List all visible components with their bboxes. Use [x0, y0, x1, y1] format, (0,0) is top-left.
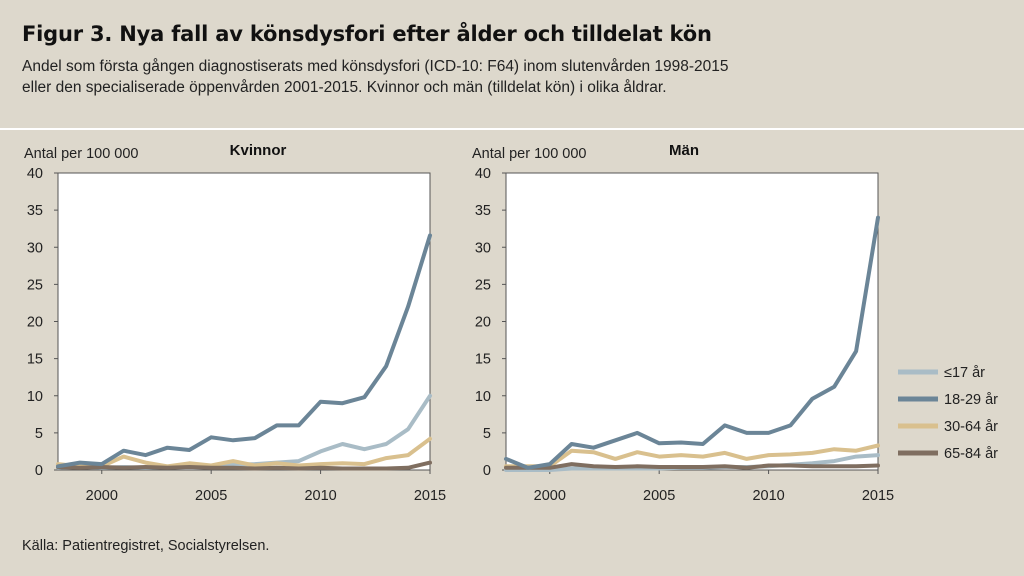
panel-1-y-tick-label: 40	[27, 166, 43, 182]
panel-2-y-tick-label: 25	[475, 277, 491, 293]
panel-1-y-tick-label: 15	[27, 352, 43, 368]
subtitle-line-2: eller den specialiserade öppenvården 200…	[22, 79, 667, 96]
panel-1-x-tick-label: 2000	[86, 488, 118, 504]
panel-1-y-tick-label: 25	[27, 277, 43, 293]
panel-2-y-tick-label: 15	[475, 352, 491, 368]
panel-1-y-tick-label: 0	[35, 463, 43, 479]
legend-label-le17: ≤17 år	[944, 365, 985, 381]
figure-subtitle: Andel som första gången diagnostiserats …	[22, 56, 982, 98]
panel-1-y-axis-label: Antal per 100 000	[24, 146, 138, 162]
panel-2-y-tick-label: 35	[475, 203, 491, 219]
panel-1-x-tick-label: 2005	[195, 488, 227, 504]
panel-1-x-tick-label: 2010	[304, 488, 336, 504]
panel-2-y-tick-label: 40	[475, 166, 491, 182]
panel-1-plot-area	[57, 172, 431, 471]
panel-2-line-age65_84	[504, 462, 880, 470]
panel-1-chart-title: Kvinnor	[230, 142, 287, 159]
legend-label-age30_64: 30-64 år	[944, 419, 998, 435]
panel-1-y-tick-label: 20	[27, 315, 43, 331]
header-divider	[0, 128, 1024, 130]
panel-2-x-tick-label: 2015	[862, 488, 894, 504]
panel-1-y-tick-label: 30	[27, 240, 43, 256]
panel-2-y-tick-label: 5	[483, 426, 491, 442]
panel-2-line-age30_64	[504, 443, 880, 469]
panel-2-x-tick-label: 2010	[752, 488, 784, 504]
panel-2-plot-area	[505, 172, 879, 471]
panel-1-line-age18_29	[56, 233, 432, 469]
panel-1-y-tick-label: 10	[27, 389, 43, 405]
legend-label-age65_84: 65-84 år	[944, 446, 998, 462]
legend-label-age18_29: 18-29 år	[944, 392, 998, 408]
panel-1-line-age30_64	[56, 436, 432, 469]
panel-2-y-tick-label: 30	[475, 240, 491, 256]
panel-1-x-tick-label: 2015	[414, 488, 446, 504]
source-note: Källa: Patientregistret, Socialstyrelsen…	[22, 538, 270, 554]
panel-2-x-tick-label: 2005	[643, 488, 675, 504]
panel-2-y-axis-label: Antal per 100 000	[472, 146, 586, 162]
panel-2-chart-title: Män	[669, 142, 699, 159]
panel-1-y-tick-label: 35	[27, 203, 43, 219]
panel-2-y-tick-label: 0	[483, 463, 491, 479]
subtitle-line-1: Andel som första gången diagnostiserats …	[22, 58, 729, 75]
panel-1-line-age65_84	[56, 460, 432, 471]
panel-1-y-tick-label: 5	[35, 426, 43, 442]
panel-2-y-tick-label: 10	[475, 389, 491, 405]
figure-title: Figur 3. Nya fall av könsdysfori efter å…	[22, 22, 712, 46]
panel-2-y-tick-label: 20	[475, 315, 491, 331]
panel-2-x-tick-label: 2000	[534, 488, 566, 504]
panel-2-line-age18_29	[504, 215, 880, 470]
